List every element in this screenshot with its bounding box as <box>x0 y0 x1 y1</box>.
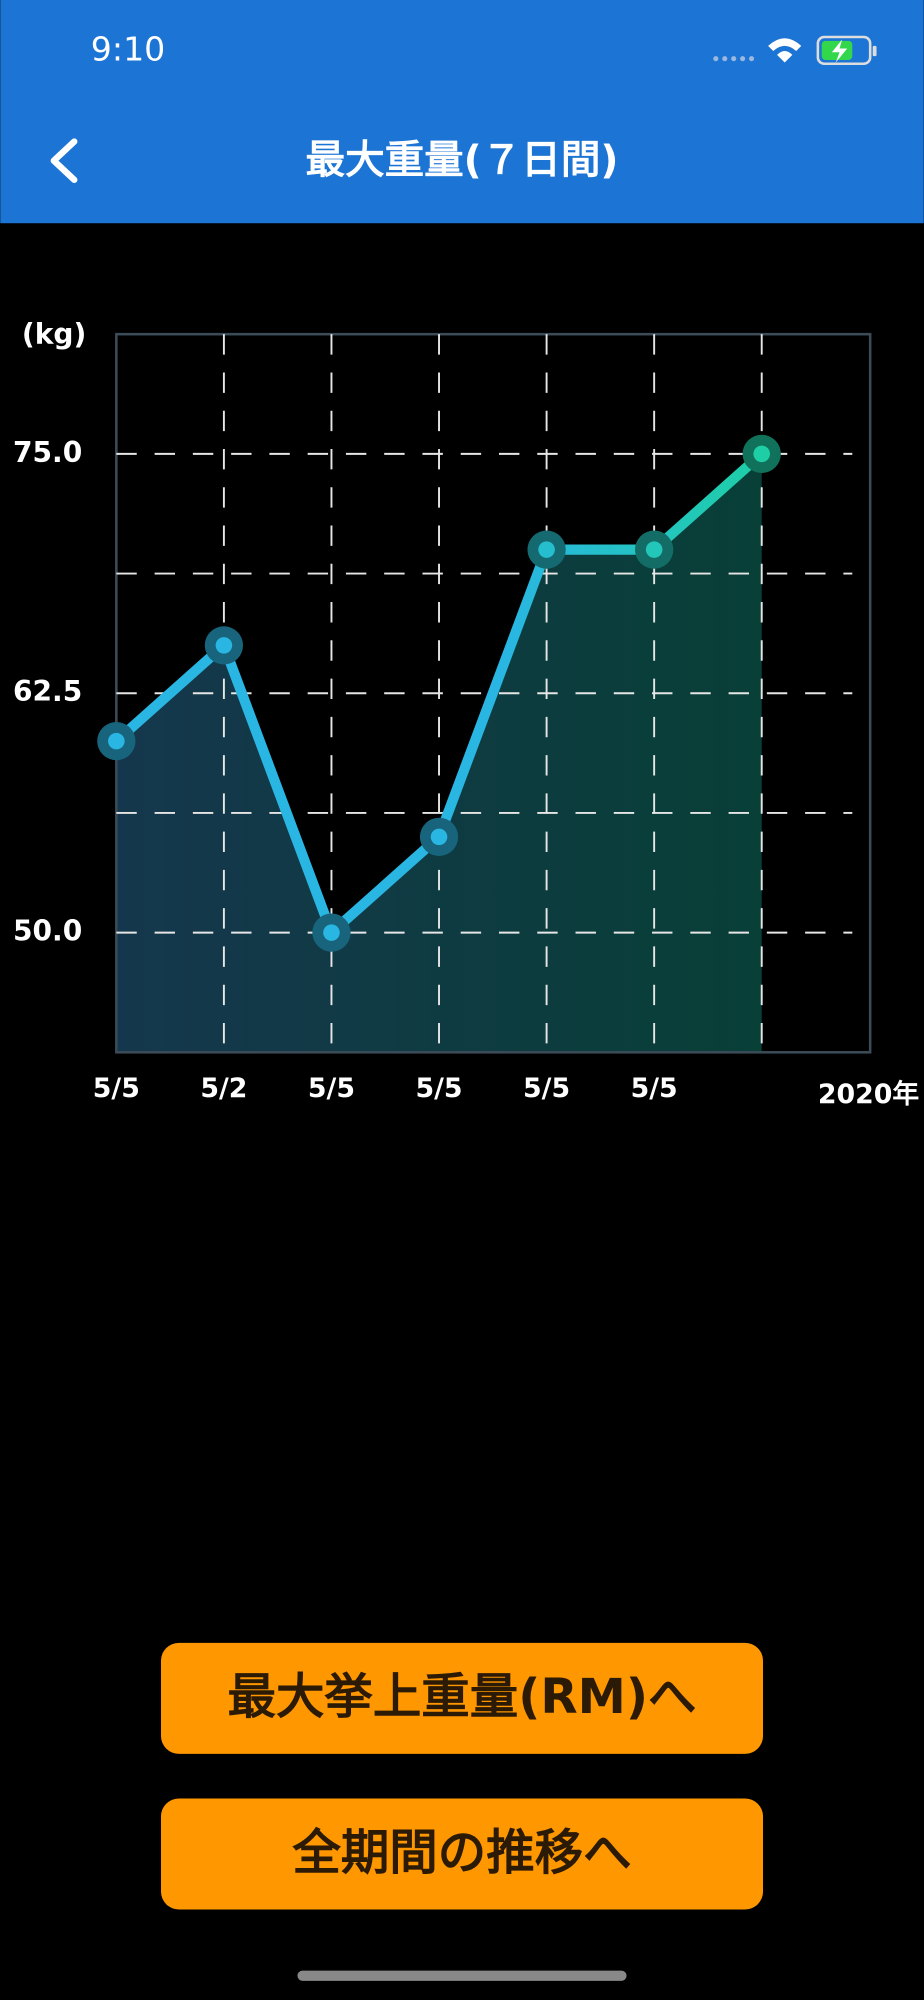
point-core <box>430 828 448 846</box>
x-tick-label: 5/2 <box>200 1073 247 1104</box>
button-label[interactable]: 最大挙上重量(RM)へ <box>227 1669 696 1725</box>
status-icons <box>713 35 877 66</box>
button-bg[interactable] <box>160 1642 764 1754</box>
point-core <box>323 924 340 941</box>
button-bg[interactable] <box>160 1798 764 1910</box>
status-time: 9:10 <box>91 30 165 69</box>
y-tick-label: 62.5 <box>13 675 82 708</box>
y-tick-label: 75.0 <box>13 436 82 469</box>
button-all[interactable]: 全期間の推移へ <box>160 1798 764 1910</box>
x-tick-label: 5/5 <box>631 1073 678 1104</box>
y-tick-label: 50.0 <box>13 915 82 948</box>
chart: 50.0 62.5 75.0 (kg) 5/5 5/2 5/5 5/5 5/5 5/5 2020年 <box>13 317 919 1110</box>
nav-title: 最大重量(７日間) <box>306 138 619 184</box>
x-tick-label: 5/5 <box>416 1073 463 1104</box>
point-core <box>215 637 233 654</box>
button-rm[interactable]: 最大挙上重量(RM)へ <box>160 1642 764 1754</box>
x-tick-label: 5/5 <box>93 1073 140 1104</box>
point-core <box>753 445 771 463</box>
point-core <box>538 541 555 558</box>
x-tick-label: 5/5 <box>523 1073 570 1104</box>
point-core <box>645 541 663 558</box>
area <box>116 453 762 1053</box>
back-button[interactable] <box>50 138 78 184</box>
x-note: 2020年 <box>818 1078 919 1110</box>
y-axis-label: (kg) <box>22 317 86 350</box>
button-label[interactable]: 全期間の推移へ <box>291 1825 631 1881</box>
home-indicator <box>297 1970 627 1981</box>
header-bar <box>0 0 924 224</box>
point-core <box>108 732 125 750</box>
x-tick-label: 5/5 <box>308 1073 355 1104</box>
